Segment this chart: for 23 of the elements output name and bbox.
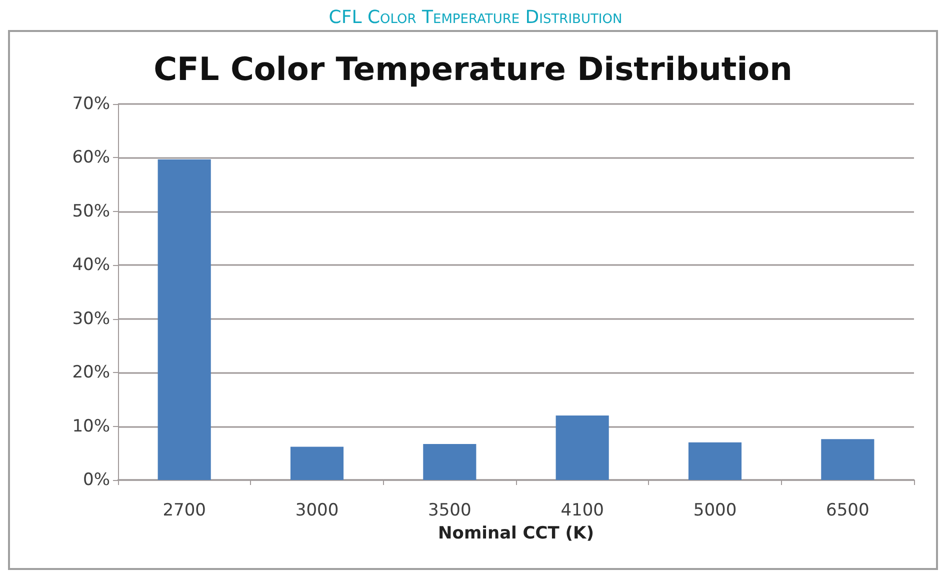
y-tick-label: 20% bbox=[72, 362, 110, 383]
x-tick-label: 3000 bbox=[295, 500, 339, 520]
chart-title: CFL Color Temperature Distribution bbox=[328, 7, 624, 30]
y-tick-label: 0% bbox=[83, 470, 110, 490]
x-tick-label: 4100 bbox=[560, 500, 604, 520]
x-axis-title: Nominal CCT (K) bbox=[438, 524, 594, 544]
chart-subtitle: CFL Color Temperature Distribution bbox=[154, 50, 792, 88]
x-tick-label: 2700 bbox=[162, 500, 206, 520]
x-tick-label: 5000 bbox=[693, 500, 737, 520]
bar bbox=[290, 446, 344, 480]
y-tick-label: 10% bbox=[72, 416, 110, 436]
bar bbox=[556, 416, 609, 480]
y-tick-label: 70% bbox=[72, 94, 110, 114]
bar bbox=[821, 439, 874, 480]
x-tick-label: 3500 bbox=[428, 500, 472, 520]
y-tick-label: 30% bbox=[72, 308, 110, 329]
y-tick-label: 50% bbox=[72, 201, 110, 222]
bar bbox=[688, 442, 742, 480]
y-tick-label: 40% bbox=[72, 255, 110, 276]
y-tick-label: 60% bbox=[72, 148, 110, 168]
bar bbox=[423, 444, 476, 480]
x-tick-label: 6500 bbox=[826, 500, 870, 520]
bar bbox=[158, 159, 211, 480]
